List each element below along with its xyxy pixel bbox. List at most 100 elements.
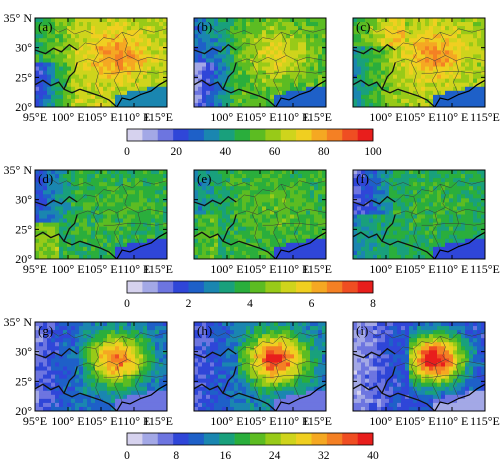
country-border: [353, 79, 399, 94]
country-border: [79, 240, 118, 259]
country-border: [353, 43, 396, 55]
x-tick-label: 100° E: [210, 262, 243, 276]
country-border: [194, 43, 237, 55]
map-panel-a: (a) 35° N 30° 25° 20°95°E 100° E 105° E 110° E1…: [4, 11, 173, 124]
coastline: [275, 383, 326, 411]
panel-label: (g): [38, 323, 53, 338]
province-boundary: [103, 375, 167, 378]
country-border: [63, 366, 78, 394]
province-boundary: [209, 26, 253, 35]
colorbar-tick-label: 40: [220, 146, 232, 158]
colorbar-swatch: [142, 433, 159, 445]
panel-label: (a): [38, 19, 52, 34]
colorbar-swatch: [127, 281, 143, 293]
x-tick-label: 110° E: [277, 110, 310, 124]
coastline: [434, 231, 485, 259]
province-boundary: [431, 212, 441, 251]
province-boundary: [103, 223, 167, 226]
panel-label: (b): [197, 19, 212, 34]
x-tick-label: 105° E: [84, 262, 117, 276]
country-border: [381, 366, 396, 394]
colorbar-swatch: [127, 433, 143, 445]
x-tick-label: 105° E: [402, 414, 435, 428]
x-tick-label: 105° E: [402, 110, 435, 124]
colorbar-swatch: [234, 281, 251, 293]
x-tick-label: 100° E: [210, 110, 243, 124]
province-boundary: [50, 26, 94, 35]
panel-label: (d): [38, 171, 53, 186]
x-tick-label: 115°E: [143, 414, 173, 428]
x-tick-label: 115°E: [302, 262, 332, 276]
province-boundary: [421, 223, 485, 226]
country-border: [79, 392, 118, 411]
x-tick-label: 105° E: [243, 414, 276, 428]
x-tick-label: 95°E: [23, 110, 47, 124]
colorbar-swatch: [311, 281, 328, 293]
province-boundary: [395, 332, 485, 355]
y-tick-label: 35° N: [4, 11, 33, 25]
colorbar-tick-label: 16: [220, 450, 232, 462]
colorbar-swatch: [173, 129, 189, 141]
colorbar-tick-label: 20: [170, 146, 182, 158]
country-border: [222, 62, 237, 90]
x-tick-label: 100° E: [51, 262, 84, 276]
province-boundary: [368, 26, 412, 35]
province-boundary: [77, 332, 167, 355]
map-field: [353, 322, 485, 411]
x-tick-label: 110° E: [118, 262, 151, 276]
province-boundary: [272, 60, 282, 99]
province-boundary: [92, 196, 102, 249]
x-tick-label: 105° E: [84, 110, 117, 124]
colorbar-swatch: [357, 281, 374, 293]
province-boundary: [410, 44, 420, 97]
x-tick-label: 100° E: [369, 414, 402, 428]
colorbar-swatch: [157, 129, 174, 141]
panel-label: (h): [197, 323, 212, 338]
x-tick-label: 115°E: [470, 110, 500, 124]
country-border: [397, 240, 436, 259]
country-border: [35, 195, 78, 207]
colorbar-swatch: [342, 129, 358, 141]
x-tick-label: 100° E: [369, 262, 402, 276]
colorbar-tick-label: 60: [269, 146, 281, 158]
colorbar-swatch: [157, 281, 174, 293]
map-field: [35, 18, 167, 107]
country-border: [194, 231, 240, 246]
province-boundary: [294, 60, 300, 95]
colorbar-swatch: [326, 129, 343, 141]
country-border: [63, 214, 78, 242]
country-border: [381, 62, 396, 90]
province-boundary: [421, 375, 485, 378]
province-boundary: [439, 184, 446, 208]
province-boundary: [135, 212, 141, 247]
colorbar-swatch: [326, 433, 343, 445]
colorbar-swatch: [127, 129, 143, 141]
panel-label: (f): [356, 171, 369, 186]
x-tick-label: 105° E: [402, 262, 435, 276]
x-tick-label: 115°E: [302, 414, 332, 428]
y-tick-label: 20°: [15, 100, 32, 114]
map-field: [194, 18, 326, 107]
colorbar-frame: [126, 280, 374, 294]
coastline: [116, 79, 167, 107]
x-tick-label: 115°E: [470, 262, 500, 276]
colorbar-swatch: [280, 281, 297, 293]
x-tick-label: 110° E: [436, 414, 469, 428]
province-boundary: [453, 60, 459, 95]
colorbar-swatch: [142, 129, 159, 141]
map-field: [353, 18, 485, 107]
province-boundary: [280, 32, 287, 56]
province-boundary: [294, 212, 300, 247]
colorbar-swatch: [342, 433, 358, 445]
country-border: [353, 231, 399, 246]
country-border: [238, 88, 277, 107]
province-boundary: [431, 60, 441, 99]
colorbar-swatch: [188, 433, 205, 445]
colorbar-swatch: [188, 281, 205, 293]
colorbar-swatch: [173, 433, 189, 445]
province-boundary: [272, 212, 282, 251]
colorbar-swatch: [219, 281, 235, 293]
